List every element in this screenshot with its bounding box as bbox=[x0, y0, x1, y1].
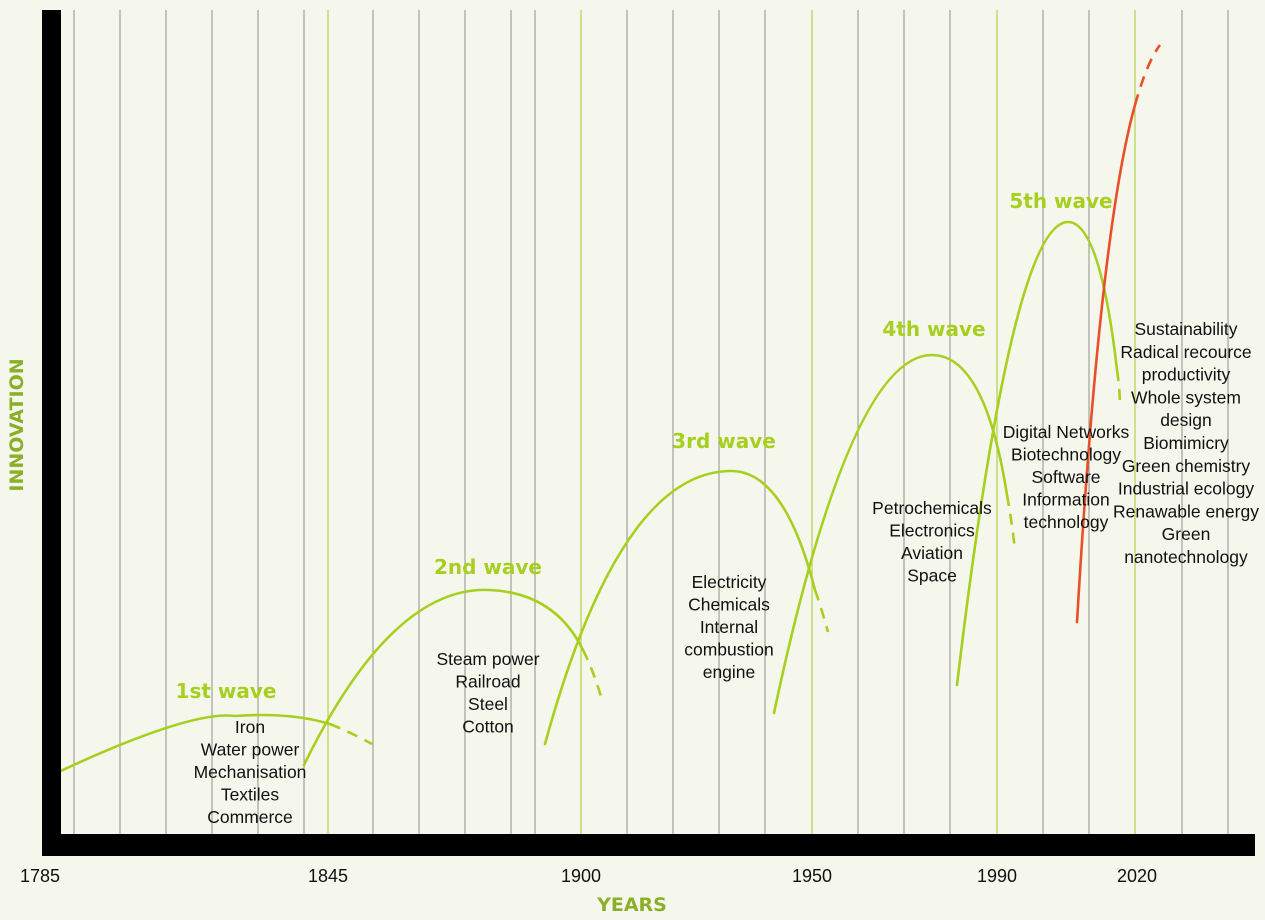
wave-label: 3rd wave bbox=[672, 429, 776, 453]
wave-curve bbox=[302, 588, 585, 767]
technology-item: engine bbox=[703, 662, 756, 682]
x-tick-labels: 1785 1845 1900 1950 1990 2020 bbox=[20, 866, 1157, 886]
technology-item: Industrial ecology bbox=[1118, 479, 1254, 499]
technology-item: Petrochemicals bbox=[872, 498, 992, 518]
wave-curve bbox=[772, 353, 1009, 715]
technology-item: Chemicals bbox=[688, 595, 770, 615]
technology-item: Iron bbox=[235, 717, 265, 737]
technology-item: Software bbox=[1031, 467, 1100, 487]
technology-item: Electricity bbox=[692, 572, 767, 592]
technology-item: Steam power bbox=[436, 649, 539, 669]
technology-item: nanotechnology bbox=[1124, 547, 1248, 567]
technology-item: Water power bbox=[201, 740, 300, 760]
technology-item: Railroad bbox=[455, 672, 520, 692]
axis-layer bbox=[42, 10, 1255, 856]
technology-item: Sustainability bbox=[1134, 319, 1237, 339]
technology-item: Internal bbox=[700, 617, 758, 637]
x-tick-label: 1785 bbox=[20, 866, 60, 886]
wave-curve-dashed-extension bbox=[581, 649, 604, 701]
y-axis-title: INNOVATION bbox=[6, 358, 28, 491]
wave-curve-dashed-extension bbox=[1115, 369, 1122, 409]
wave-curve-dashed-extension bbox=[1133, 44, 1162, 106]
wave-label: 2nd wave bbox=[434, 555, 542, 579]
technology-item: Digital Networks bbox=[1003, 422, 1130, 442]
wave-curve bbox=[955, 220, 1119, 687]
grid-layer bbox=[73, 10, 1229, 834]
wave-label: 1st wave bbox=[176, 679, 277, 703]
technology-item: combustion bbox=[684, 640, 774, 660]
technology-item: Biomimicry bbox=[1143, 433, 1229, 453]
technology-item: Whole system bbox=[1131, 387, 1241, 407]
wave-curve-dashed-extension bbox=[813, 589, 830, 633]
wave-curve bbox=[50, 713, 332, 777]
x-tick-label: 1990 bbox=[977, 866, 1017, 886]
technology-item: Radical recource bbox=[1120, 342, 1251, 362]
technology-item: Electronics bbox=[889, 521, 975, 541]
x-tick-label: 1950 bbox=[792, 866, 832, 886]
curve-layer bbox=[50, 44, 1162, 777]
technology-item: Space bbox=[907, 566, 957, 586]
technology-item: Information bbox=[1022, 490, 1110, 510]
wave-label: 5th wave bbox=[1009, 189, 1112, 213]
technology-item: Renawable energy bbox=[1113, 501, 1259, 521]
technology-item: Commerce bbox=[207, 807, 293, 827]
technology-item: technology bbox=[1024, 512, 1109, 532]
technology-item: Steel bbox=[468, 694, 508, 714]
x-axis-title: YEARS bbox=[596, 894, 667, 916]
technology-item: productivity bbox=[1142, 365, 1231, 385]
wave-labels: 1st wave 2nd wave 3rd wave 4th wave 5th wave bbox=[176, 189, 1113, 703]
wave-curve bbox=[1075, 103, 1137, 624]
technology-item: Aviation bbox=[901, 543, 963, 563]
technology-item: Textiles bbox=[221, 785, 280, 805]
x-tick-label: 1900 bbox=[561, 866, 601, 886]
technology-item: Green chemistry bbox=[1122, 456, 1251, 476]
technology-item: Biotechnology bbox=[1011, 445, 1121, 465]
x-axis-bar bbox=[42, 834, 1255, 856]
technology-item: design bbox=[1160, 410, 1212, 430]
x-tick-label: 2020 bbox=[1117, 866, 1157, 886]
wave-curve-dashed-extension bbox=[1005, 494, 1017, 551]
y-axis-bar bbox=[42, 10, 61, 848]
technology-item: Green bbox=[1162, 524, 1211, 544]
technology-item: Mechanisation bbox=[194, 762, 307, 782]
technology-item: Cotton bbox=[462, 717, 514, 737]
wave-curve bbox=[543, 469, 817, 746]
wave-curve-dashed-extension bbox=[329, 722, 373, 746]
x-tick-label: 1845 bbox=[308, 866, 348, 886]
wave-label: 4th wave bbox=[882, 317, 985, 341]
